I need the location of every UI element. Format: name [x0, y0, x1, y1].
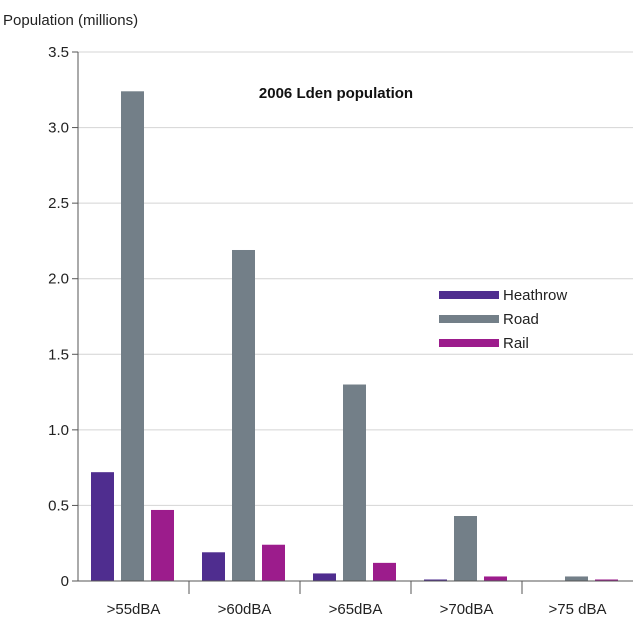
bar-heathrow-0 [91, 472, 114, 581]
x-tick-label: >70dBA [440, 601, 494, 618]
bar-road-0 [121, 91, 144, 581]
x-tick-label: >75 dBA [549, 601, 607, 618]
bar-heathrow-1 [202, 552, 225, 581]
y-tick-label: 0 [61, 573, 69, 590]
y-tick-label: 3.5 [48, 44, 69, 61]
y-axis: 0 0.5 1.0 1.5 2.0 2.5 3.0 3.5 [48, 44, 79, 590]
bars [91, 91, 618, 582]
legend-label-rail: Rail [503, 335, 529, 352]
bar-road-4 [565, 576, 588, 581]
legend-swatch-heathrow [439, 291, 499, 299]
bar-heathrow-3 [424, 579, 447, 581]
bar-rail-3 [484, 576, 507, 581]
legend: Heathrow Road Rail [439, 287, 567, 352]
legend-swatch-rail [439, 339, 499, 347]
y-tick-label: 0.5 [48, 497, 69, 514]
bar-heathrow-2 [313, 573, 336, 581]
y-axis-title: Population (millions) [3, 12, 138, 29]
x-tick-label: >55dBA [107, 601, 161, 618]
legend-swatch-road [439, 315, 499, 323]
bar-rail-4 [595, 579, 618, 581]
bar-road-3 [454, 516, 477, 581]
y-tick-label: 2.5 [48, 195, 69, 212]
x-tick-label: >65dBA [329, 601, 383, 618]
bar-road-2 [343, 384, 366, 581]
x-tick-label: >60dBA [218, 601, 272, 618]
legend-label-heathrow: Heathrow [503, 287, 567, 304]
chart-title: 2006 Lden population [259, 85, 413, 102]
legend-label-road: Road [503, 311, 539, 328]
bar-rail-2 [373, 562, 396, 581]
grid [78, 51, 633, 506]
bar-rail-0 [151, 509, 174, 581]
y-tick-label: 1.5 [48, 346, 69, 363]
y-tick-label: 2.0 [48, 271, 69, 288]
x-axis: >55dBA >60dBA >65dBA >70dBA >75 dBA [78, 580, 633, 618]
bar-rail-1 [262, 544, 285, 581]
y-tick-label: 1.0 [48, 422, 69, 439]
y-tick-label: 3.0 [48, 120, 69, 137]
bar-road-1 [232, 249, 255, 582]
